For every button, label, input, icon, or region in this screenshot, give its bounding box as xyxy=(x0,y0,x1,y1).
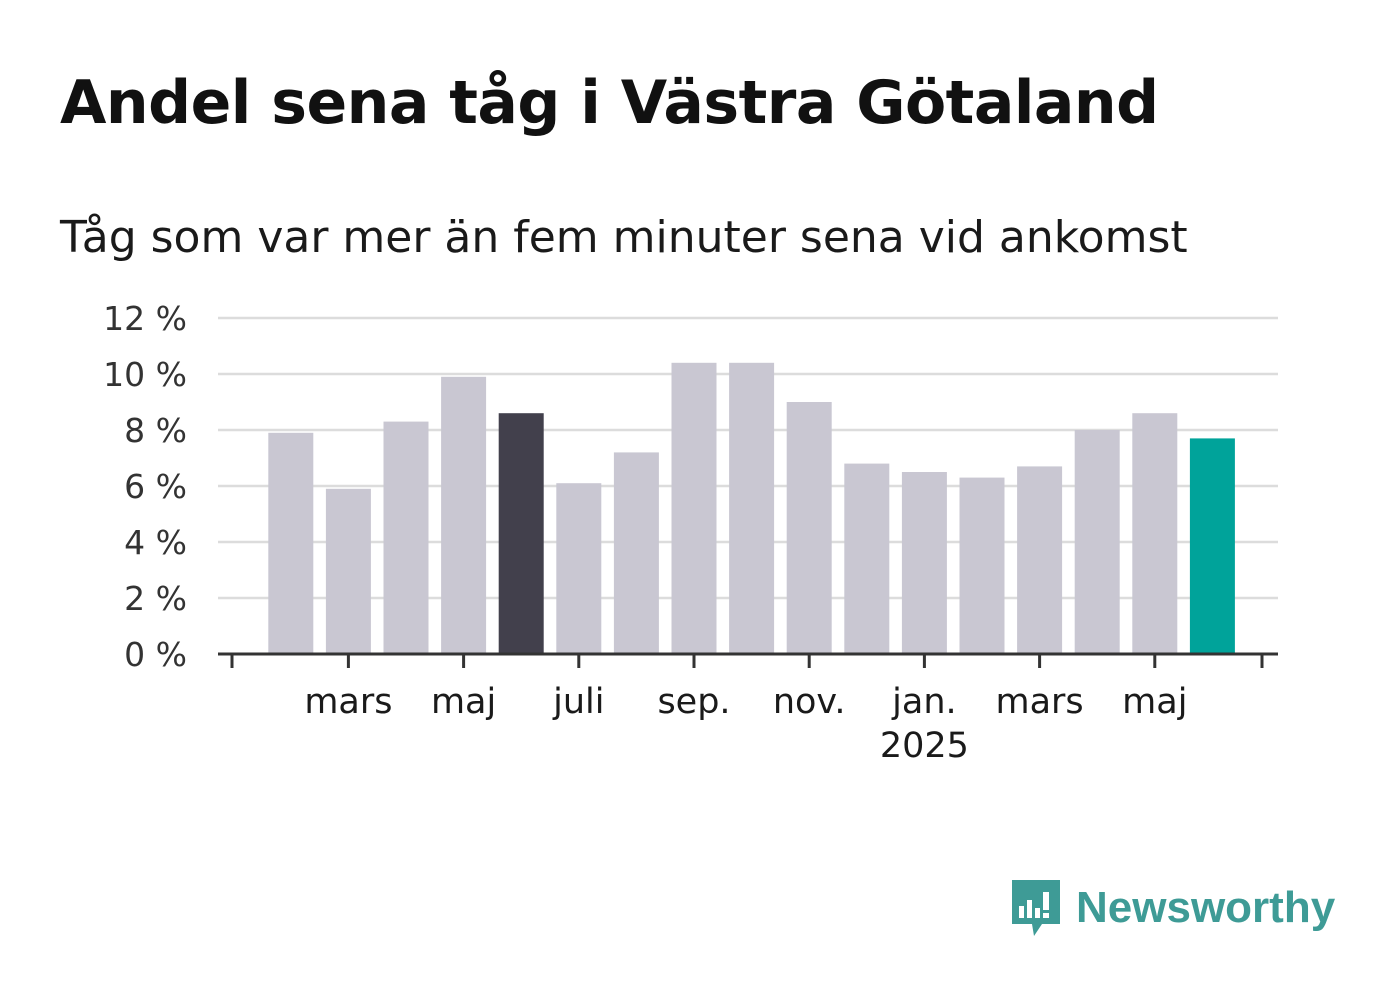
y-tick-label: 2 % xyxy=(124,579,187,618)
bar xyxy=(498,413,544,654)
x-tick-year-label: 2025 xyxy=(880,726,969,766)
x-tick-label: jan. xyxy=(891,682,956,722)
bar xyxy=(268,432,314,654)
y-tick-label: 4 % xyxy=(124,523,187,562)
chart-title: Andel sena tåg i Västra Götaland xyxy=(60,68,1159,138)
bar xyxy=(1189,438,1235,654)
bar xyxy=(1074,430,1120,654)
bar xyxy=(786,402,832,654)
x-axis xyxy=(218,652,1278,668)
x-tick-label: nov. xyxy=(773,682,846,722)
bars xyxy=(268,362,1235,654)
bar-chart: 0 %2 %4 %6 %8 %10 %12 % mars maj juli sep. n… xyxy=(103,299,1278,766)
x-tick-label: maj xyxy=(1122,682,1187,722)
bar xyxy=(671,362,717,654)
bar xyxy=(901,472,947,654)
x-tick-label: maj xyxy=(431,682,496,722)
bar xyxy=(383,421,429,654)
bar xyxy=(1132,413,1178,654)
chart-subtitle: Tåg som var mer än fem minuter sena vid … xyxy=(60,212,1188,263)
newsworthy-logo-icon xyxy=(1012,880,1060,936)
bar xyxy=(613,452,659,654)
bar xyxy=(441,376,487,654)
y-axis-tick-labels: 0 % 2 % 4 % 6 % 8 % 10 % 12 % xyxy=(103,299,187,674)
x-tick-label: mars xyxy=(304,682,392,722)
bar xyxy=(959,477,1005,654)
y-tick-label: 10 % xyxy=(103,355,187,394)
x-tick-label: sep. xyxy=(657,682,730,722)
bar xyxy=(1017,466,1063,654)
bar xyxy=(844,463,890,654)
bar xyxy=(729,362,775,654)
brand-name: Newsworthy xyxy=(1076,883,1336,932)
bar xyxy=(325,488,371,654)
y-tick-label: 8 % xyxy=(124,411,187,450)
y-tick-label: 12 % xyxy=(103,299,187,338)
bar xyxy=(556,483,602,654)
brand-logo: Newsworthy xyxy=(1010,878,1335,938)
y-tick-label: 6 % xyxy=(124,467,187,506)
x-tick-label: mars xyxy=(996,682,1084,722)
x-tick-label: juli xyxy=(552,682,604,722)
y-tick-label: 0 % xyxy=(124,635,187,674)
